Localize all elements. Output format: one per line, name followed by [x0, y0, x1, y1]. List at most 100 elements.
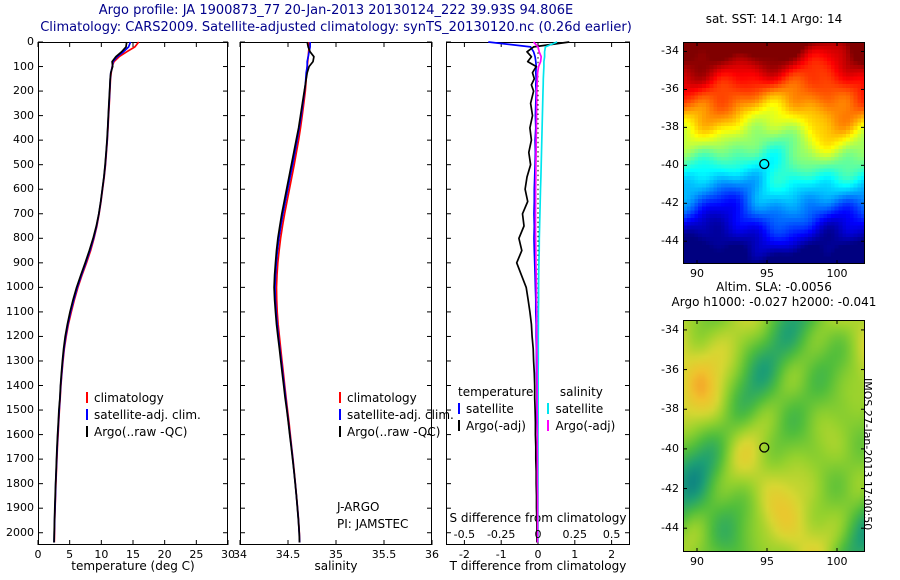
depth-tick-label: 1200: [6, 329, 34, 343]
legend-line-swatch: [339, 392, 341, 403]
legend-line-swatch: [547, 420, 550, 431]
salinity-panel-legend: climatology satellite-adj. clim. Argo(..ra…: [339, 389, 454, 440]
legend-label: climatology: [347, 390, 417, 405]
sla-title-line1: Altim. SLA: -0.0056: [716, 280, 832, 294]
map-lat-tick-label: -36: [661, 362, 679, 376]
legend-row: satellite-adj. clim.: [86, 406, 201, 423]
legend-row: Argo(-adj): [547, 417, 615, 434]
legend-line-swatch: [86, 392, 88, 403]
legend-row: satellite: [458, 400, 533, 417]
sst-map-image: [683, 42, 865, 264]
map-lon-tick-label: 95: [760, 555, 774, 568]
legend-label: satellite-adj. clim.: [94, 407, 201, 422]
legend-row: satellite: [547, 400, 615, 417]
t-difference-axis-label: T difference from climatology: [449, 559, 627, 573]
x-tick-label: 30: [221, 548, 235, 561]
x-tick-label: 5: [66, 548, 74, 561]
map-lat-tick-label: -40: [661, 441, 679, 455]
temp-line-satellite-adj-clim-: [53, 41, 132, 543]
sst-map-title: sat. SST: 14.1 Argo: 14: [705, 12, 843, 26]
x-tick-label: 0: [34, 548, 42, 561]
legend-label: Argo(..raw -QC): [94, 424, 188, 439]
legend-column-salinity: salinity satellite Argo(-adj): [547, 385, 615, 434]
salinity-axis-label: salinity: [314, 559, 358, 573]
x-tick-label: -1: [495, 548, 507, 561]
legend-label: satellite: [555, 401, 604, 416]
x-tick-label: 15: [126, 548, 140, 561]
map-lat-tick-label: -44: [661, 521, 679, 535]
map-lon-tick-label: 90: [690, 267, 704, 280]
x-tick-label: 10: [94, 548, 109, 561]
map-lat-tick-label: -44: [661, 234, 679, 248]
temp-line-argo-raw-qc-: [53, 41, 128, 543]
depth-tick-label: 400: [13, 133, 34, 147]
map-lon-tick-label: 100: [826, 267, 848, 280]
depth-tick-label: 800: [13, 231, 34, 245]
depth-tick-label: 1800: [6, 476, 34, 490]
axes-border: [683, 320, 865, 552]
map-lat-tick-label: -34: [661, 322, 679, 336]
legend-line-swatch: [458, 420, 460, 431]
sla-title-line2: Argo h1000: -0.027 h2000: -0.041: [671, 295, 877, 309]
depth-tick-label: 1900: [6, 501, 34, 515]
sal-line-satellite-adj-clim-: [274, 42, 311, 543]
figure-title-line1: Argo profile: JA 1900873_77 20-Jan-2013 …: [98, 3, 574, 18]
depth-tick-label: 900: [13, 255, 34, 269]
s-tick-label: 0: [534, 528, 542, 541]
legend-line-swatch: [547, 403, 550, 414]
map-lat-tick-label: -42: [661, 481, 679, 495]
sla-map-image: [683, 320, 865, 552]
map-lon-tick-label: 100: [826, 555, 848, 568]
depth-tick-label: 100: [13, 59, 34, 73]
depth-tick-label: 700: [13, 206, 34, 220]
sla-map-axes: [683, 320, 865, 552]
difference-panel-legend: temperature satellite Argo(-adj) salinity sa…: [458, 385, 615, 434]
map-lat-tick-label: -42: [661, 196, 679, 210]
map-lat-tick-label: -38: [661, 402, 679, 416]
temperature-axis-label: temperature (deg C): [71, 559, 195, 573]
legend-label: Argo(-adj): [466, 418, 526, 433]
sal-plot: [239, 41, 433, 545]
argo-float-position-marker: [759, 442, 770, 453]
axes-border: [240, 42, 432, 545]
legend-label: climatology: [94, 390, 164, 405]
axes-border: [38, 42, 228, 545]
x-tick-label: 36: [425, 548, 439, 561]
diff-line-salinity-argo-adj-: [532, 41, 543, 543]
x-tick-label: 34: [233, 548, 247, 561]
legend-line-swatch: [339, 409, 341, 420]
legend-row: climatology: [339, 389, 454, 406]
legend-header: temperature: [458, 385, 534, 399]
pi-jamstec-note: PI: JAMSTEC: [337, 517, 409, 531]
s-tick-label: 0.25: [562, 528, 588, 541]
depth-tick-label: 0: [27, 35, 34, 48]
depth-tick-label: 1000: [6, 280, 34, 294]
figure-title-line2: Climatology: CARS2009. Satellite-adjuste…: [40, 20, 632, 35]
legend-label: satellite: [466, 401, 514, 416]
x-tick-label: 20: [157, 548, 172, 561]
depth-tick-label: 200: [13, 84, 34, 98]
legend-header: salinity: [559, 385, 603, 399]
diff-line-temperature-argo-adj-: [515, 41, 570, 543]
x-tick-label: 25: [189, 548, 204, 561]
depth-tick-label: 1500: [6, 403, 34, 417]
s-tick-label: -0.5: [453, 528, 476, 541]
x-tick-label: -2: [458, 548, 470, 561]
legend-row: Argo(-adj): [458, 417, 533, 434]
legend-row: climatology: [86, 389, 201, 406]
depth-tick-label: 600: [13, 182, 34, 196]
map-lat-tick-label: -38: [661, 120, 679, 134]
map-lat-tick-label: -40: [661, 158, 679, 172]
x-tick-label: 34.5: [275, 548, 301, 561]
x-tick-label: 0: [534, 548, 542, 561]
sst-map-axes: [683, 42, 865, 264]
legend-column-temperature: temperature satellite Argo(-adj): [458, 385, 533, 434]
temperature-panel-legend: climatology satellite-adj. clim. Argo(..ra…: [86, 389, 201, 440]
depth-tick-label: 300: [13, 108, 34, 122]
depth-tick-label: 1700: [6, 452, 34, 466]
legend-label: Argo(-adj): [555, 418, 616, 433]
x-tick-label: 35: [329, 548, 343, 561]
axes-border: [683, 42, 865, 264]
depth-tick-label: 2000: [6, 525, 34, 539]
